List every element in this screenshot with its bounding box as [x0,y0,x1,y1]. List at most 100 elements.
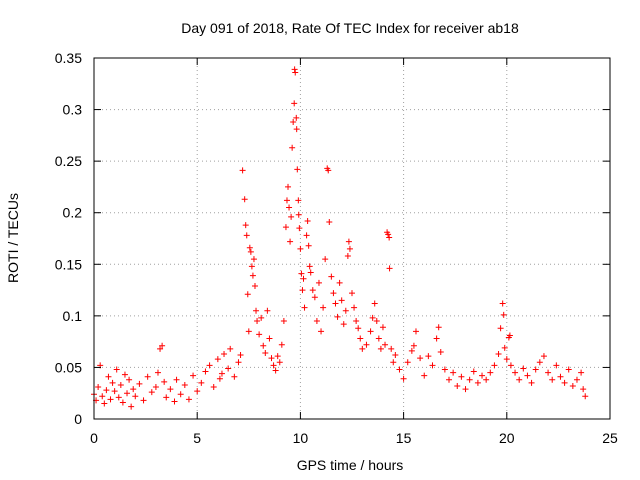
data-point [470,368,477,375]
x-axis-label: GPS time / hours [297,457,404,473]
data-point [565,366,572,373]
data-point [429,362,436,369]
data-point [375,335,382,342]
data-point [499,300,506,307]
data-point [512,369,519,376]
data-point [353,318,360,325]
data-point [103,387,110,394]
data-point [582,393,589,400]
data-point [117,381,124,388]
data-point [487,369,494,376]
data-point [272,367,279,374]
data-point [250,256,257,263]
data-point [396,366,403,373]
data-point [268,355,275,362]
data-point [216,375,223,382]
y-tick-label: 0.05 [55,359,82,375]
data-point [109,379,116,386]
data-point [132,393,139,400]
data-point [227,345,234,352]
data-point [245,328,252,335]
data-point [346,245,353,252]
y-axis-ticks: 0 0.05 0.1 0.15 0.2 0.25 0.3 0.35 [55,50,610,427]
data-point [359,345,366,352]
data-point [290,118,297,125]
data-point [336,279,343,286]
data-point [516,376,523,383]
data-point [130,386,137,393]
data-point [159,342,166,349]
data-point [330,290,337,297]
data-point [392,352,399,359]
data-point [318,328,325,335]
data-point [345,238,352,245]
data-point [425,353,432,360]
data-point [241,196,248,203]
data-point [388,345,395,352]
data-point [433,335,440,342]
data-point [351,304,358,311]
data-point [357,335,364,342]
data-point [278,341,285,348]
data-point [293,114,300,121]
data-point [144,373,151,380]
data-point [299,287,306,294]
data-point [198,379,205,386]
data-point [266,335,273,342]
data-point [99,393,106,400]
data-point [569,382,576,389]
data-point [313,318,320,325]
data-point [536,359,543,366]
data-point [128,403,135,410]
y-tick-label: 0 [74,411,82,427]
data-point [483,376,490,383]
data-point [306,263,313,270]
data-point [244,291,251,298]
data-point [386,265,393,272]
data-point [295,197,302,204]
data-point [171,398,178,405]
data-point [113,366,120,373]
data-point [148,389,155,396]
y-tick-label: 0.3 [63,102,83,118]
data-point [185,396,192,403]
data-point [285,183,292,190]
y-tick-label: 0.15 [55,256,82,272]
data-point [501,344,508,351]
data-point [304,217,311,224]
data-point [479,372,486,379]
x-tick-label: 15 [396,430,412,446]
y-tick-label: 0.35 [55,50,82,66]
data-point [410,342,417,349]
data-point [408,347,415,354]
data-point [322,256,329,263]
data-point [288,213,295,220]
data-point [124,390,131,397]
data-point [466,376,473,383]
data-point [435,324,442,331]
data-point [249,272,256,279]
data-point [446,376,453,383]
x-tick-label: 25 [602,430,618,446]
data-point [385,231,392,238]
data-point [294,166,301,173]
data-point [349,290,355,297]
data-point [540,353,547,360]
x-tick-label: 5 [193,430,201,446]
data-point [247,248,254,255]
data-point [338,297,345,304]
data-point [400,375,407,382]
data-point [450,369,457,376]
data-point [276,359,283,366]
data-point [246,244,253,251]
data-point [286,204,293,211]
data-point [404,359,411,366]
data-point [386,234,393,241]
data-point [140,397,147,404]
data-point [292,69,299,76]
data-point [242,222,249,229]
data-point [119,399,126,406]
data-point [218,370,225,377]
